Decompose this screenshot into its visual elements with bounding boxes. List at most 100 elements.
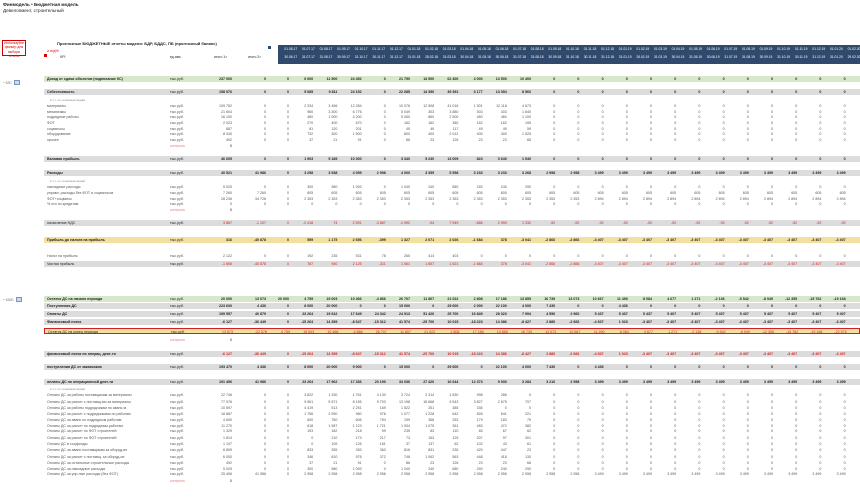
month-value: 0 (383, 303, 386, 308)
month-value: 2 894 (594, 196, 604, 201)
month-value: -92 (622, 220, 628, 225)
month-value: 0 (843, 411, 846, 416)
month-value: 0 (625, 103, 628, 108)
row-unit: тыс.руб. (170, 447, 184, 452)
month-value: 0 (771, 411, 773, 416)
month-value: 27 420 (423, 379, 435, 384)
month-value: 0 (795, 103, 798, 108)
month-value: 4 759 (281, 329, 290, 334)
table-row: Остаток ДС на конец периода тыс.руб. 13 87… (44, 328, 860, 334)
month-value: 49 (502, 126, 507, 131)
month-value: 0 (287, 76, 289, 81)
period-start-date: 01.10.18 (565, 47, 579, 51)
month-value: 253 (452, 417, 459, 422)
month-value: 0 (746, 114, 749, 119)
month-value: 0 (698, 466, 701, 471)
month-value: 0 (843, 392, 846, 397)
table-row: Оплаты ДС за работы подрядчикам по аванс… (44, 405, 860, 411)
month-value: 0 (819, 417, 822, 422)
month-value: -3 407 (738, 351, 749, 356)
month-value: 2 960 (570, 311, 580, 316)
row-total-1: 20 000 (221, 296, 232, 301)
row-total-2: 0 (264, 435, 266, 440)
month-value: 0 (601, 405, 604, 410)
month-value: 3 177 (473, 89, 483, 94)
row-total-2: 41 986 (255, 170, 266, 175)
month-value: 0 (553, 131, 556, 136)
row-label: Оплаты ДС за аванс по подрядным работам (47, 417, 122, 422)
month-value: 3 499 (739, 471, 749, 476)
table-row: контроль 0 (44, 143, 860, 149)
month-value: 12 118 (496, 103, 507, 108)
month-value: 0 (674, 184, 677, 189)
month-value: 0 (771, 120, 773, 125)
table-row: Оплаты ДС тыс.руб. 199 557 40 879 0 23 264 19 … (44, 311, 860, 317)
month-value: 13 855 (496, 329, 508, 334)
period-start-date: 01.08.17 (284, 47, 298, 51)
row-label: Поступления ДС (47, 303, 77, 308)
month-value: 605 (355, 190, 362, 195)
month-value: 0 (601, 435, 604, 440)
month-value: 2 894 (739, 196, 749, 201)
month-value: 49 (430, 126, 435, 131)
month-value: 23 (527, 447, 531, 452)
row-unit: тыс.руб. (170, 220, 184, 225)
month-value: 0 (819, 392, 822, 397)
table-row: ФОТ+соцвзнос тыс.руб. 28 236 34 726 0 2 353 2 … (44, 196, 860, 202)
row-total-1: 13 873 (222, 329, 233, 334)
bdr-group-toggle[interactable]: < БДС (3, 80, 20, 85)
month-value: 680 (452, 466, 459, 471)
month-value: 3 499 (643, 379, 652, 384)
month-value: 0 (553, 109, 556, 114)
month-value: 161 (379, 441, 386, 446)
month-value: 240 (428, 184, 435, 189)
filter-marker-icon[interactable] (44, 54, 47, 57)
report-filter-button[interactable]: Используйте фильтр для выбора отчета (2, 40, 26, 59)
month-value: 2 353 (473, 196, 483, 201)
month-value: 0 (746, 423, 749, 428)
month-value: 0 (698, 131, 701, 136)
month-value: -8 647 (351, 319, 362, 324)
month-value: 605 (694, 190, 701, 195)
month-value: 0 (843, 417, 846, 422)
month-value: 0 (722, 120, 725, 125)
month-value: 605 (549, 190, 556, 195)
table-row: Оплаты ДС за расчет по подрядным работам… (44, 423, 860, 429)
month-value: 1 077 (401, 411, 410, 416)
row-total-1: 316 (226, 237, 232, 242)
month-value: 4 677 (667, 296, 677, 301)
month-value: 1 332 (522, 220, 531, 225)
month-value: 2 998 (376, 170, 386, 175)
month-value: 0 (650, 364, 652, 369)
month-value: 0 (698, 454, 701, 459)
month-value: 0 (287, 447, 289, 452)
month-value: 794 (379, 417, 386, 422)
month-value: 0 (771, 423, 773, 428)
month-value: 2 894 (788, 196, 798, 201)
month-value: 0 (504, 201, 507, 206)
row-unit: тыс.руб. (170, 399, 184, 404)
month-value: 0 (819, 184, 822, 189)
month-value: 0 (287, 428, 289, 433)
month-value: 0 (383, 120, 386, 125)
row-total-2: 0 (264, 399, 266, 404)
month-value: 0 (383, 466, 386, 471)
month-value: 0 (287, 311, 289, 316)
month-value: 0 (771, 303, 773, 308)
month-value: 0 (311, 441, 314, 446)
row-total-2: 0 (264, 201, 266, 206)
period-end-date: 31.10.19 (777, 55, 791, 59)
row-total-2: 4 436 (257, 364, 266, 369)
month-value: 1 061 (401, 261, 410, 266)
month-value: 0 (553, 89, 556, 94)
row-label: Оплаты ДС за расчет по ФОТ строителей (47, 435, 117, 440)
month-value: 0 (577, 392, 580, 397)
month-value: 0 (843, 405, 846, 410)
expand-columns-icon[interactable] (268, 46, 271, 49)
period-end-date: 30.11.17 (372, 55, 386, 59)
month-value: 0 (722, 423, 725, 428)
month-value: -3 407 (738, 261, 749, 266)
month-value: 1 271 (668, 329, 678, 334)
bdds-group-toggle[interactable]: < БДДС (3, 297, 22, 302)
row-total-2: 40 879 (255, 311, 266, 316)
